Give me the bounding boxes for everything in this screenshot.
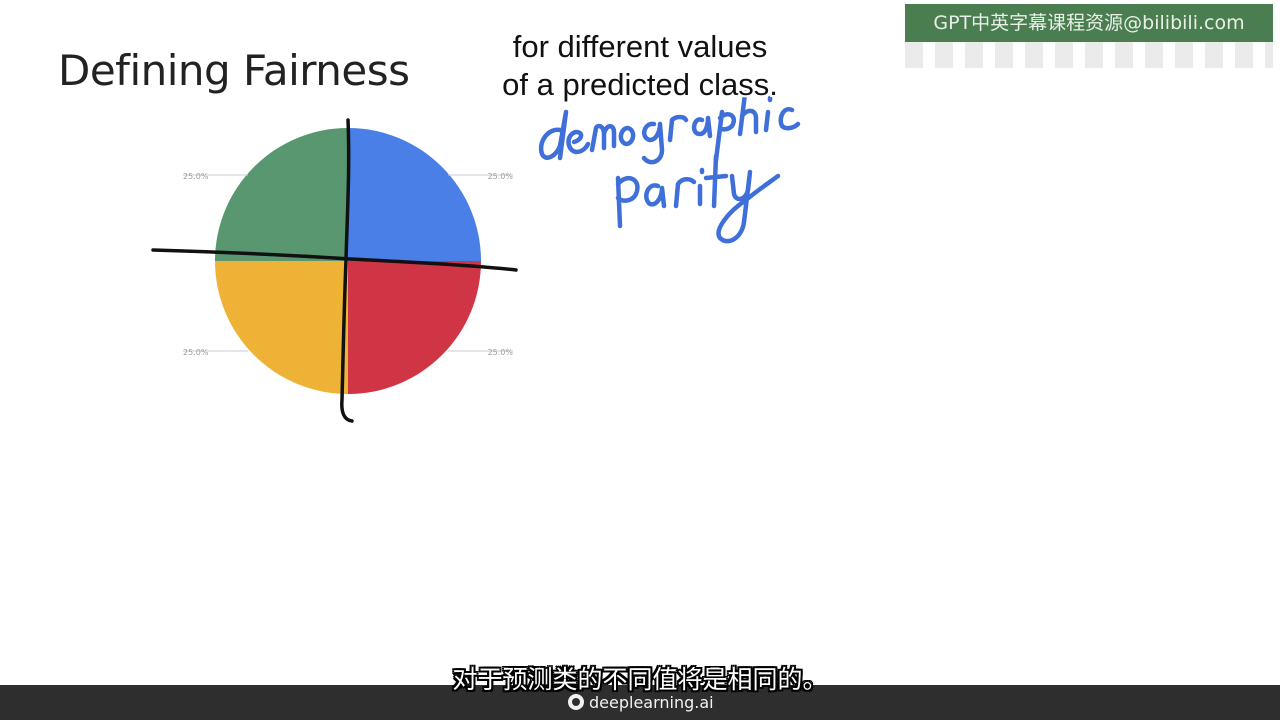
brand-name: deeplearning.ai (589, 692, 714, 712)
video-bottom-bar (0, 685, 1280, 720)
pie-leader-lines (183, 174, 513, 352)
watermark-banner: GPT中英字幕课程资源@bilibili.com (905, 4, 1273, 42)
handwritten-horizontal-line (151, 248, 518, 272)
english-subtitle: for different values of a predicted clas… (400, 28, 880, 104)
deeplearning-logo-icon (568, 694, 584, 710)
pie-slice-label-1: 25.0% (488, 172, 514, 181)
watermark-ghost-text (905, 42, 1273, 68)
handwritten-parity-word (615, 153, 781, 244)
slide-title: Defining Fairness (58, 46, 410, 95)
pie-slice-3 (215, 261, 348, 394)
deeplearning-brand: deeplearning.ai (568, 691, 714, 713)
pie-slice-1 (348, 128, 481, 261)
english-subtitle-line-2: of a predicted class. (502, 67, 778, 102)
pie-slices (215, 128, 481, 394)
chinese-subtitle: 对于预测类的不同值将是相同的。 (452, 665, 828, 694)
pie-slice-label-4: 25.0% (183, 172, 209, 181)
pie-slice-4 (215, 128, 348, 261)
pie-slice-label-3: 25.0% (183, 348, 209, 357)
pie-slice-label-2: 25.0% (488, 348, 514, 357)
pie-slice-2 (348, 261, 481, 394)
handwritten-vertical-line (340, 118, 354, 423)
handwritten-demographic-word (538, 83, 801, 165)
pie-slice-labels: 25.0% 25.0% 25.0% 25.0% (183, 172, 513, 357)
english-subtitle-line-1: for different values (512, 29, 768, 64)
